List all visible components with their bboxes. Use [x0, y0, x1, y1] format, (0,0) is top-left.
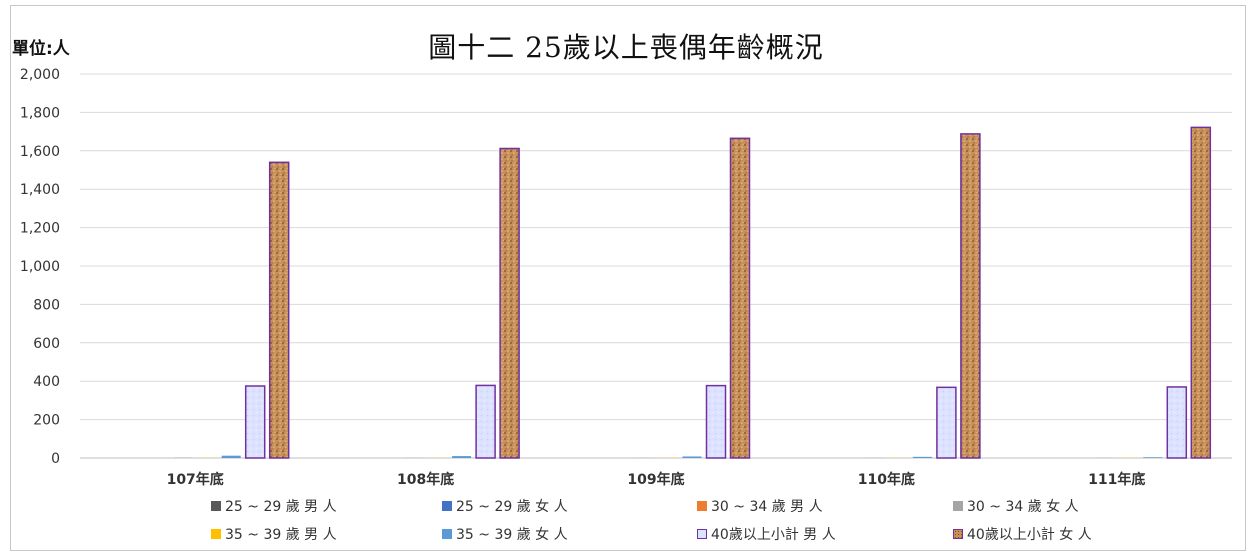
x-tick-label: 110年底 [858, 471, 915, 488]
bar [1166, 386, 1188, 459]
bar [960, 133, 981, 459]
y-tick-label: 1,600 [20, 144, 60, 160]
bar [936, 386, 957, 459]
x-tick-label: 109年底 [627, 471, 684, 488]
bar [268, 161, 290, 459]
y-tick-label: 0 [51, 451, 60, 467]
bar [912, 456, 932, 458]
bar [705, 384, 727, 459]
bar [729, 137, 751, 459]
bar [221, 455, 241, 458]
y-tick-label: 2,000 [20, 67, 60, 83]
bar [499, 147, 520, 459]
bar [475, 384, 496, 459]
y-tick-label: 1,400 [20, 182, 60, 198]
y-tick-label: 1,200 [20, 221, 60, 237]
x-tick-label: 107年底 [167, 471, 224, 488]
x-tick-label: 111年底 [1088, 471, 1145, 488]
bar [452, 456, 472, 458]
y-tick-label: 200 [33, 413, 60, 429]
bar [1143, 457, 1163, 458]
y-tick-label: 1,800 [20, 105, 60, 121]
bar [244, 385, 266, 459]
bar [1190, 126, 1212, 459]
x-tick-label: 108年底 [397, 471, 454, 488]
bar [682, 456, 702, 458]
y-tick-label: 600 [33, 336, 60, 352]
chart-frame [10, 5, 1246, 551]
chart-title: 圖十二 25歲以上喪偶年齡概況 [428, 31, 824, 64]
unit-label: 單位:人 [12, 39, 70, 59]
y-tick-label: 800 [33, 297, 60, 313]
y-tick-label: 1,000 [20, 259, 60, 275]
y-tick-label: 400 [33, 374, 60, 390]
